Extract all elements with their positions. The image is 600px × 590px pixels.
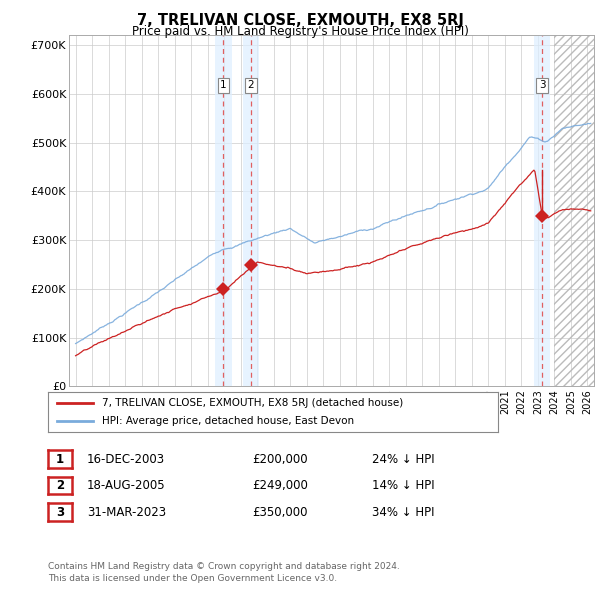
- Text: 14% ↓ HPI: 14% ↓ HPI: [372, 479, 434, 492]
- Text: Contains HM Land Registry data © Crown copyright and database right 2024.
This d: Contains HM Land Registry data © Crown c…: [48, 562, 400, 583]
- Text: £200,000: £200,000: [252, 453, 308, 466]
- Bar: [534, 35, 550, 386]
- Text: 3: 3: [56, 506, 64, 519]
- Text: 1: 1: [220, 80, 227, 90]
- Text: 18-AUG-2005: 18-AUG-2005: [87, 479, 166, 492]
- Text: 2: 2: [248, 80, 254, 90]
- Bar: [215, 35, 232, 386]
- Text: 2: 2: [56, 479, 64, 492]
- Text: 3: 3: [539, 80, 545, 90]
- Text: £249,000: £249,000: [252, 479, 308, 492]
- Text: 16-DEC-2003: 16-DEC-2003: [87, 453, 165, 466]
- Text: 24% ↓ HPI: 24% ↓ HPI: [372, 453, 434, 466]
- Bar: [243, 35, 259, 386]
- Text: £350,000: £350,000: [252, 506, 308, 519]
- Bar: [554, 35, 600, 386]
- Text: 31-MAR-2023: 31-MAR-2023: [87, 506, 166, 519]
- Text: 7, TRELIVAN CLOSE, EXMOUTH, EX8 5RJ (detached house): 7, TRELIVAN CLOSE, EXMOUTH, EX8 5RJ (det…: [102, 398, 403, 408]
- Text: Price paid vs. HM Land Registry's House Price Index (HPI): Price paid vs. HM Land Registry's House …: [131, 25, 469, 38]
- Text: 1: 1: [56, 453, 64, 466]
- Text: 34% ↓ HPI: 34% ↓ HPI: [372, 506, 434, 519]
- Text: 7, TRELIVAN CLOSE, EXMOUTH, EX8 5RJ: 7, TRELIVAN CLOSE, EXMOUTH, EX8 5RJ: [137, 13, 463, 28]
- Text: HPI: Average price, detached house, East Devon: HPI: Average price, detached house, East…: [102, 416, 354, 426]
